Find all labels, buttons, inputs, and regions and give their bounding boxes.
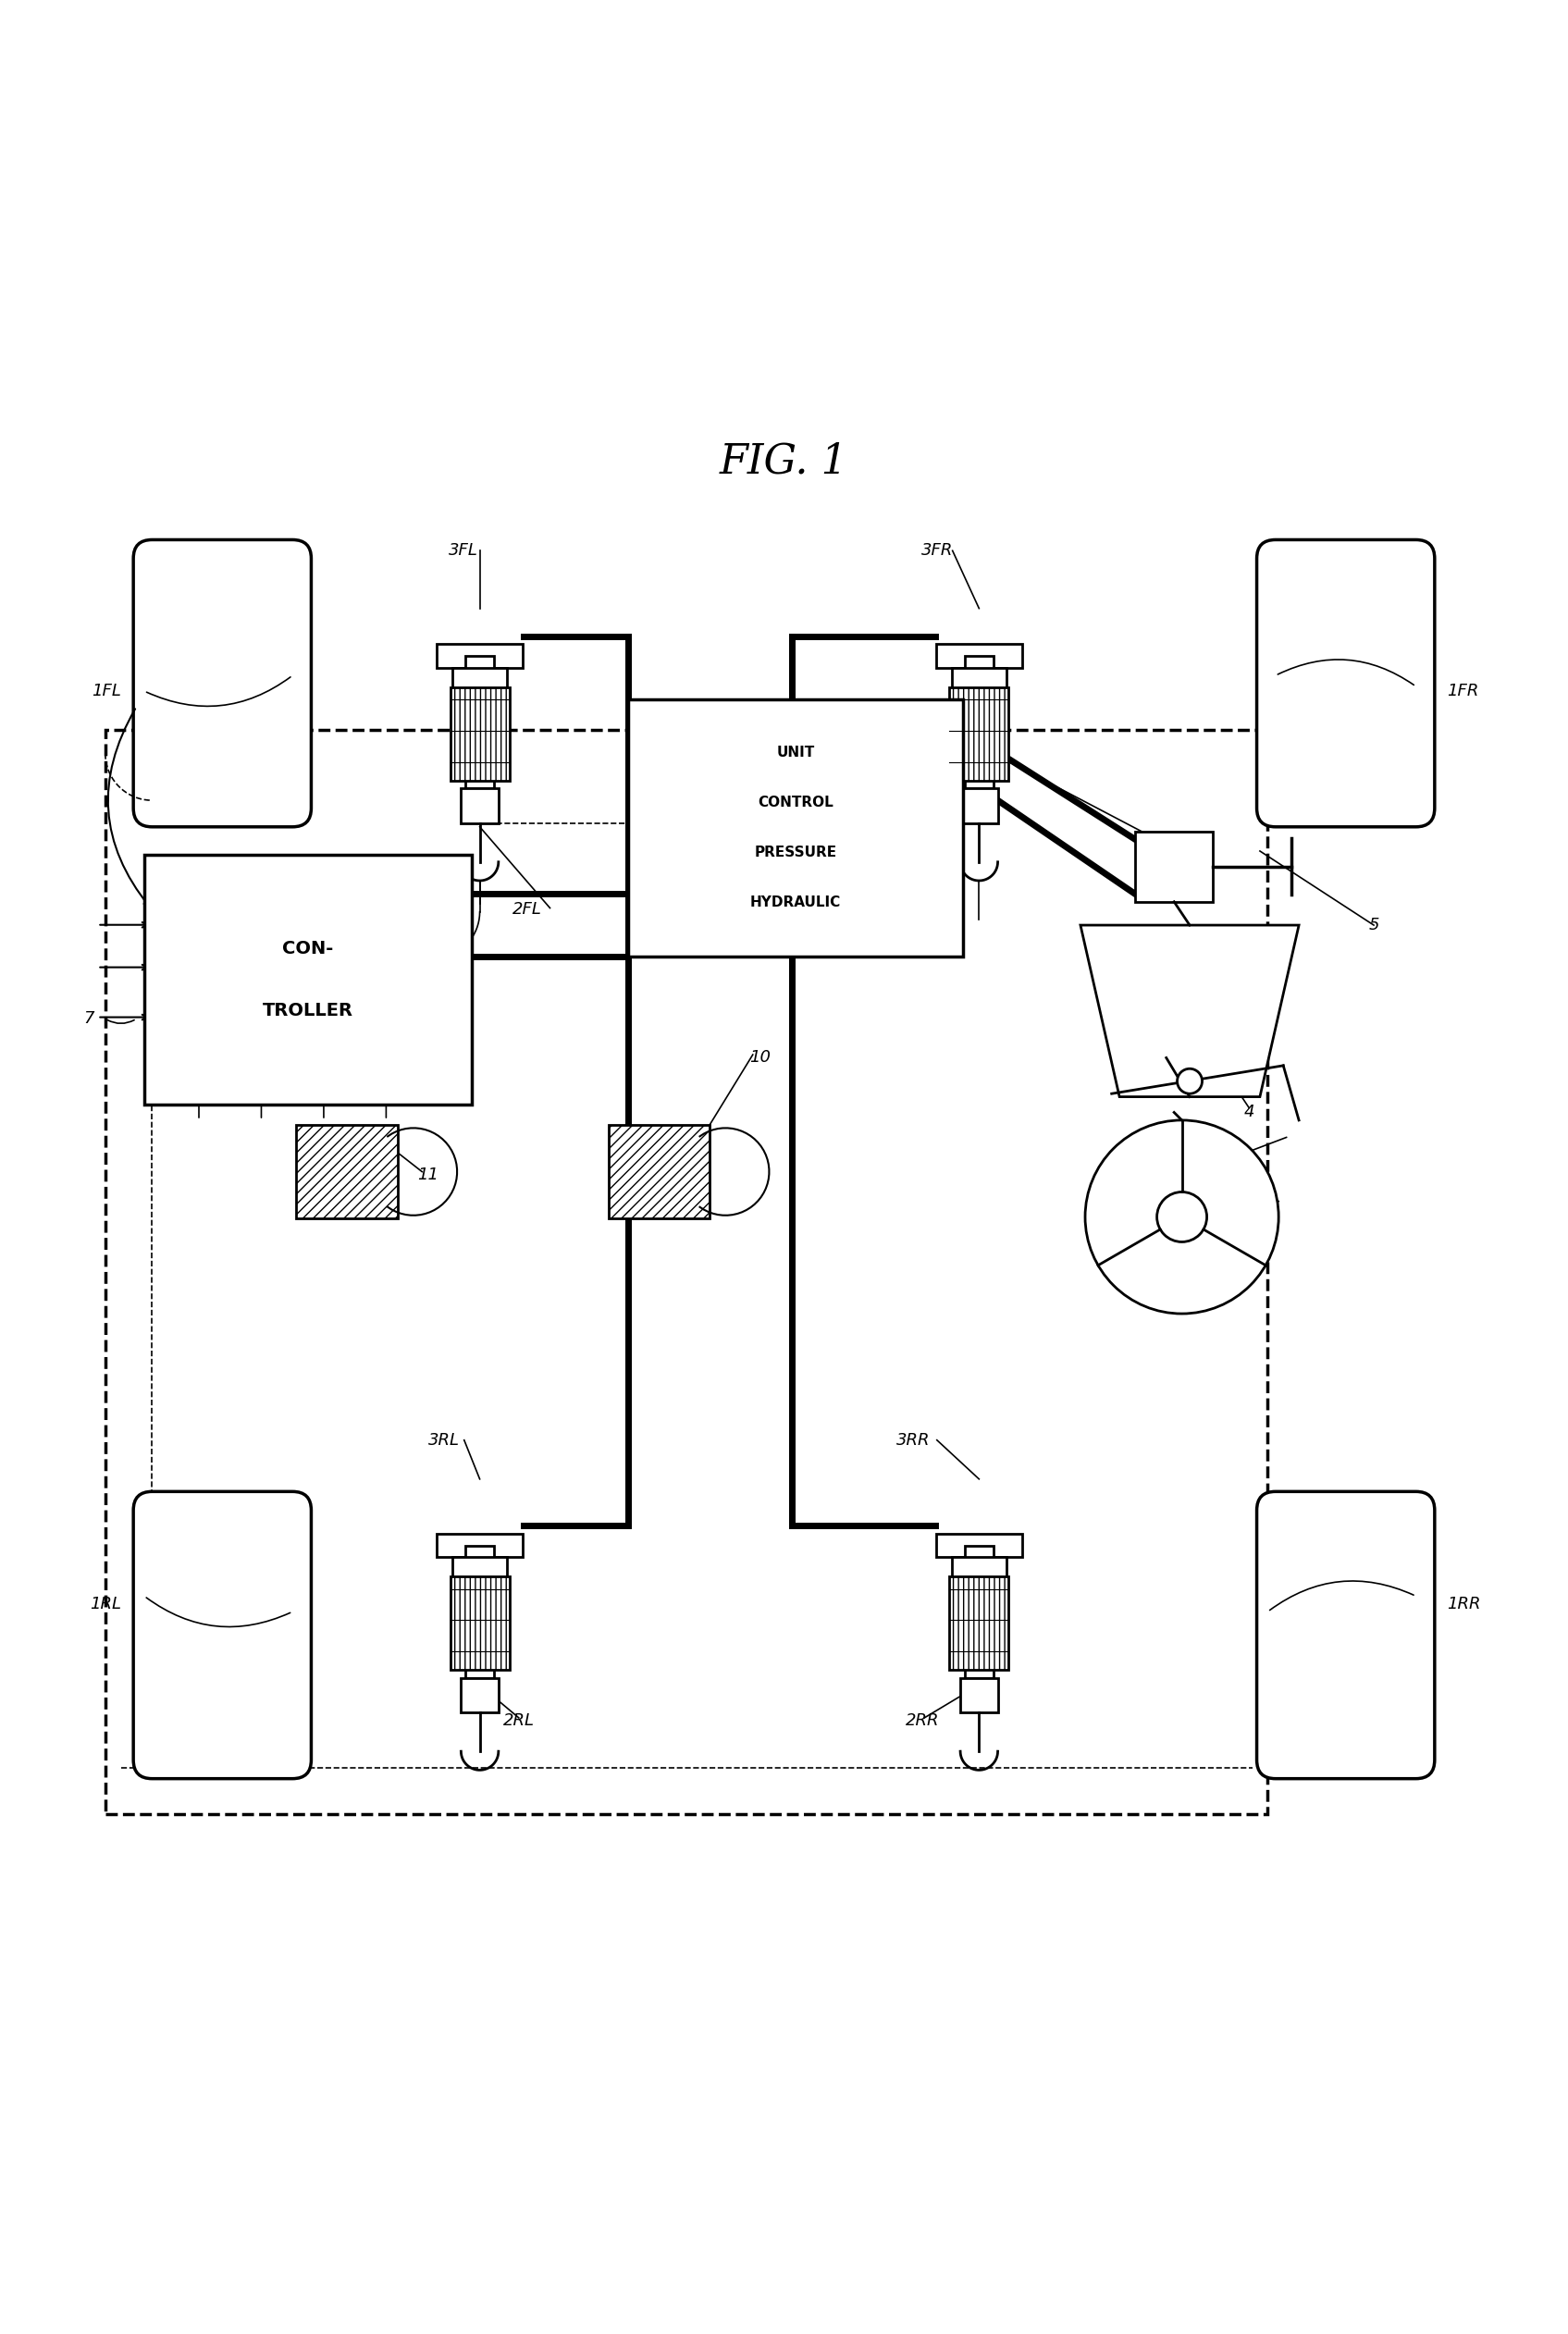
FancyBboxPatch shape	[133, 1491, 310, 1779]
Bar	[466, 656, 494, 789]
Bar	[936, 1533, 1022, 1557]
Bar	[936, 644, 1022, 668]
Text: 9: 9	[1225, 1153, 1234, 1172]
Bar	[964, 1545, 993, 1678]
Bar	[949, 1575, 1008, 1671]
Text: 4: 4	[1245, 1104, 1254, 1120]
Text: PRESSURE: PRESSURE	[754, 845, 837, 859]
Bar	[453, 1557, 506, 1592]
Text: 7: 7	[83, 1011, 94, 1027]
Text: 2RL: 2RL	[503, 1713, 535, 1729]
Bar	[960, 1678, 997, 1713]
Text: 2FL: 2FL	[513, 901, 543, 917]
Bar	[144, 854, 472, 1104]
Bar	[949, 686, 1008, 782]
Text: 2RR: 2RR	[906, 1713, 939, 1729]
FancyBboxPatch shape	[133, 539, 310, 826]
Bar	[105, 731, 1267, 1814]
Circle shape	[1178, 1069, 1203, 1095]
Bar	[952, 1557, 1007, 1592]
Text: 1RL: 1RL	[89, 1596, 121, 1613]
Circle shape	[1085, 1120, 1278, 1314]
Text: FIG. 1: FIG. 1	[720, 441, 848, 481]
Text: TROLLER: TROLLER	[263, 1001, 353, 1020]
Bar	[960, 789, 997, 824]
Text: 8: 8	[1245, 1209, 1254, 1225]
Text: 1FL: 1FL	[91, 684, 121, 700]
Bar	[952, 668, 1007, 703]
Text: 6: 6	[1140, 831, 1151, 847]
Text: CON-: CON-	[282, 941, 334, 957]
Text: 2FR: 2FR	[903, 791, 935, 808]
Text: 11: 11	[417, 1167, 439, 1183]
Bar	[437, 644, 522, 668]
Polygon shape	[1080, 924, 1298, 1097]
Bar	[437, 1533, 522, 1557]
Bar	[1135, 831, 1214, 901]
Bar	[466, 1545, 494, 1678]
Text: 5: 5	[1369, 917, 1380, 934]
Bar	[461, 1678, 499, 1713]
Bar	[608, 1125, 710, 1218]
Text: 3FL: 3FL	[448, 541, 478, 560]
Bar	[461, 789, 499, 824]
Bar	[450, 1575, 510, 1671]
Bar	[627, 698, 963, 957]
Bar	[453, 668, 506, 703]
Text: 3RL: 3RL	[428, 1431, 459, 1449]
Bar	[964, 656, 993, 789]
FancyBboxPatch shape	[1258, 1491, 1435, 1779]
Text: 3RR: 3RR	[897, 1431, 930, 1449]
Text: 1RR: 1RR	[1447, 1596, 1480, 1613]
Text: UNIT: UNIT	[776, 747, 815, 759]
Text: 1FR: 1FR	[1447, 684, 1479, 700]
Bar	[296, 1125, 398, 1218]
Text: CONTROL: CONTROL	[757, 796, 834, 810]
Circle shape	[1157, 1193, 1207, 1242]
Bar	[450, 686, 510, 782]
FancyBboxPatch shape	[1258, 539, 1435, 826]
Text: 3FR: 3FR	[922, 541, 953, 560]
Text: 10: 10	[750, 1050, 771, 1067]
Text: HYDRAULIC: HYDRAULIC	[750, 896, 840, 910]
